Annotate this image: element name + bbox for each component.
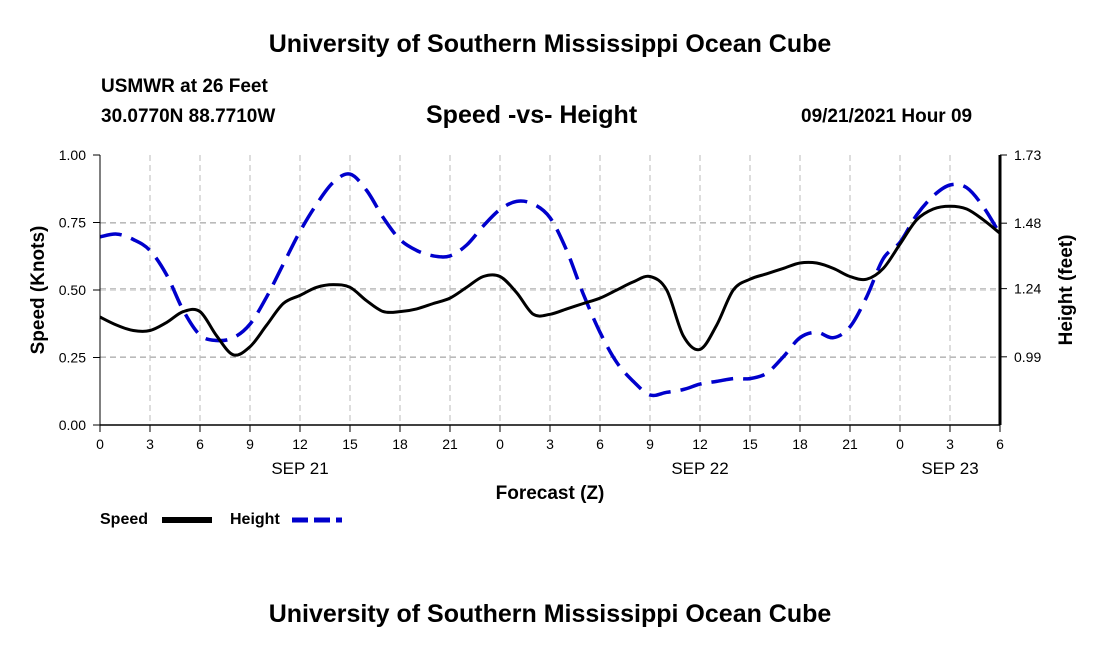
tick-layer: 0 3 6 9 12 15 18 21 0 3 6 9 12 15 18 21 0 3 6 0.00 0.25 0.50 0… xyxy=(59,147,1042,478)
y-tick-label: 0.50 xyxy=(59,282,86,298)
legend-speed-label: Speed xyxy=(100,511,148,528)
y-tick-label: 0.00 xyxy=(59,417,86,433)
series-height-line xyxy=(99,172,1002,398)
x-tick-label: 6 xyxy=(196,436,204,452)
x-tick-label: 18 xyxy=(792,436,808,452)
x-axis-label: Forecast (Z) xyxy=(496,483,605,504)
x-date-label: SEP 23 xyxy=(921,459,978,478)
x-tick-label: 12 xyxy=(292,436,308,452)
x-tick-label: 6 xyxy=(596,436,604,452)
x-tick-label: 12 xyxy=(692,436,708,452)
x-tick-label: 0 xyxy=(96,436,104,452)
banner-title-bottom: University of Southern Mississippi Ocean… xyxy=(268,600,832,628)
station-label: USMWR at 26 Feet xyxy=(101,76,268,97)
y2-tick-label: 1.48 xyxy=(1014,215,1041,231)
x-tick-label: 15 xyxy=(742,436,758,452)
x-tick-label: 15 xyxy=(342,436,358,452)
x-tick-label: 9 xyxy=(246,436,254,452)
series-speed-line xyxy=(99,204,1001,357)
y-tick-label: 0.75 xyxy=(59,215,86,231)
legend: Speed Height xyxy=(100,511,342,528)
x-tick-label: 3 xyxy=(946,436,954,452)
datetime-label: 09/21/2021 Hour 09 xyxy=(801,106,973,127)
y-tick-label: 1.00 xyxy=(59,147,86,163)
x-tick-label: 0 xyxy=(896,436,904,452)
x-date-label: SEP 22 xyxy=(671,459,728,478)
grid-lines xyxy=(100,155,1000,425)
x-tick-label: 0 xyxy=(496,436,504,452)
x-tick-label: 3 xyxy=(546,436,554,452)
x-tick-label: 3 xyxy=(146,436,154,452)
x-tick-label: 9 xyxy=(646,436,654,452)
banner-title-top: University of Southern Mississippi Ocean… xyxy=(268,30,832,58)
x-date-label: SEP 21 xyxy=(271,459,328,478)
y-tick-label: 0.25 xyxy=(59,350,86,366)
x-tick-label: 18 xyxy=(392,436,408,452)
y2-tick-label: 1.73 xyxy=(1014,147,1041,163)
y2-tick-label: 1.24 xyxy=(1014,281,1041,297)
coordinates-label: 30.0770N 88.7710W xyxy=(101,106,276,127)
legend-height-label: Height xyxy=(230,511,280,528)
x-tick-label: 21 xyxy=(442,436,458,452)
series-layer xyxy=(99,172,1002,398)
y-axis-label: Speed (Knots) xyxy=(28,226,49,355)
x-tick-label: 6 xyxy=(996,436,1004,452)
y2-axis-label: Height (feet) xyxy=(1056,235,1077,346)
chart-subtitle: Speed -vs- Height xyxy=(426,101,638,129)
y2-tick-label: 0.99 xyxy=(1014,349,1041,365)
x-tick-label: 21 xyxy=(842,436,858,452)
